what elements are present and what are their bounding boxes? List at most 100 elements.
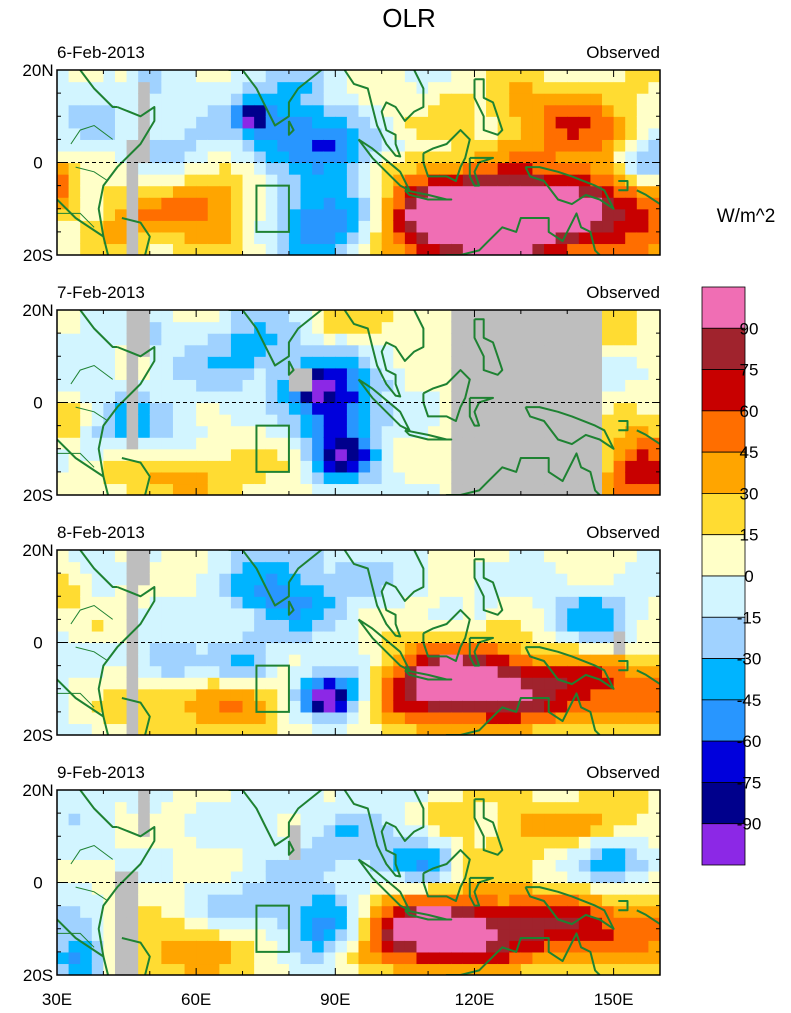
olr-cell xyxy=(184,550,197,563)
olr-cell xyxy=(636,619,650,632)
olr-cell xyxy=(520,573,534,586)
olr-cell xyxy=(428,460,441,473)
olr-cell xyxy=(625,917,638,930)
olr-cell xyxy=(242,367,255,380)
olr-cell xyxy=(370,905,383,918)
olr-cell xyxy=(114,471,128,485)
olr-cell xyxy=(404,208,418,221)
olr-cell xyxy=(636,390,650,404)
olr-cell xyxy=(474,836,487,849)
olr-cell xyxy=(578,836,592,849)
olr-cell xyxy=(544,139,557,152)
olr-cell xyxy=(161,847,174,860)
olr-cell xyxy=(149,824,162,837)
olr-cell xyxy=(172,928,186,941)
olr-cell xyxy=(184,847,197,860)
olr-cell xyxy=(57,93,70,106)
olr-cell xyxy=(207,402,220,415)
olr-cell xyxy=(636,642,650,655)
olr-cell xyxy=(207,688,220,701)
olr-cell xyxy=(161,723,174,735)
olr-cell xyxy=(636,414,650,427)
olr-cell xyxy=(265,414,278,427)
olr-cell xyxy=(358,836,371,849)
olr-cell xyxy=(230,882,244,895)
olr-cell xyxy=(567,688,580,701)
olr-cell xyxy=(567,813,580,826)
olr-cell xyxy=(242,665,255,678)
olr-cell xyxy=(265,127,278,140)
olr-cell xyxy=(625,437,638,450)
olr-cell xyxy=(358,231,371,245)
olr-cell xyxy=(567,596,580,609)
olr-cell xyxy=(486,379,499,392)
olr-cell xyxy=(254,894,267,907)
olr-cell xyxy=(416,723,429,735)
olr-cell xyxy=(242,356,255,369)
olr-cell xyxy=(103,905,116,918)
olr-cell xyxy=(242,344,255,357)
olr-cell xyxy=(416,197,429,210)
olr-cell xyxy=(625,630,638,644)
olr-cell xyxy=(404,379,418,392)
olr-cell xyxy=(172,642,186,655)
olr-cell xyxy=(497,321,510,334)
olr-cell xyxy=(138,894,151,907)
olr-cell xyxy=(578,127,592,140)
olr-cell xyxy=(219,162,232,175)
olr-cell xyxy=(613,425,626,438)
coastline xyxy=(79,790,118,828)
olr-cell xyxy=(509,882,522,895)
olr-cell xyxy=(578,321,592,334)
olr-cell xyxy=(138,905,151,918)
olr-cell xyxy=(555,654,568,667)
olr-cell xyxy=(358,596,371,609)
olr-cell xyxy=(288,928,302,941)
olr-cell xyxy=(68,619,81,632)
olr-cell xyxy=(149,859,162,872)
olr-cell xyxy=(590,93,603,106)
olr-cell xyxy=(567,127,580,140)
olr-cell xyxy=(103,321,116,334)
olr-cell xyxy=(103,333,116,346)
olr-cell xyxy=(451,390,464,404)
olr-cell xyxy=(370,642,383,655)
olr-cell xyxy=(544,93,557,106)
olr-cell xyxy=(532,790,545,803)
olr-cell xyxy=(416,596,429,609)
olr-cell xyxy=(126,197,139,210)
olr-cell xyxy=(462,836,476,849)
olr-cell xyxy=(126,437,139,450)
olr-cell xyxy=(254,836,267,849)
olr-cell xyxy=(613,437,626,450)
olr-cell xyxy=(613,847,626,860)
olr-cell xyxy=(358,917,371,930)
olr-cell xyxy=(602,790,615,803)
olr-cell xyxy=(532,402,545,415)
olr-cell xyxy=(439,723,452,735)
olr-cell xyxy=(184,963,197,975)
olr-cell xyxy=(416,356,429,369)
olr-cell xyxy=(57,104,70,117)
olr-cell xyxy=(300,711,313,725)
olr-cell xyxy=(57,70,70,83)
colorbar-swatch xyxy=(701,369,746,412)
olr-cell xyxy=(590,607,603,620)
olr-cell xyxy=(625,220,638,233)
olr-cell xyxy=(68,174,81,187)
olr-cell xyxy=(300,688,313,701)
coastline xyxy=(445,452,602,495)
olr-cell xyxy=(578,561,592,574)
olr-cell xyxy=(138,596,151,609)
coastline xyxy=(97,346,156,477)
country-border xyxy=(75,646,109,662)
olr-cell xyxy=(91,483,104,495)
olr-cell xyxy=(149,607,162,620)
colorbar-swatch xyxy=(701,327,746,370)
olr-cell xyxy=(265,688,278,701)
olr-cell xyxy=(300,208,313,221)
olr-cell xyxy=(544,723,557,735)
olr-cell xyxy=(126,70,139,83)
olr-cell xyxy=(404,93,418,106)
olr-cell xyxy=(567,790,580,803)
